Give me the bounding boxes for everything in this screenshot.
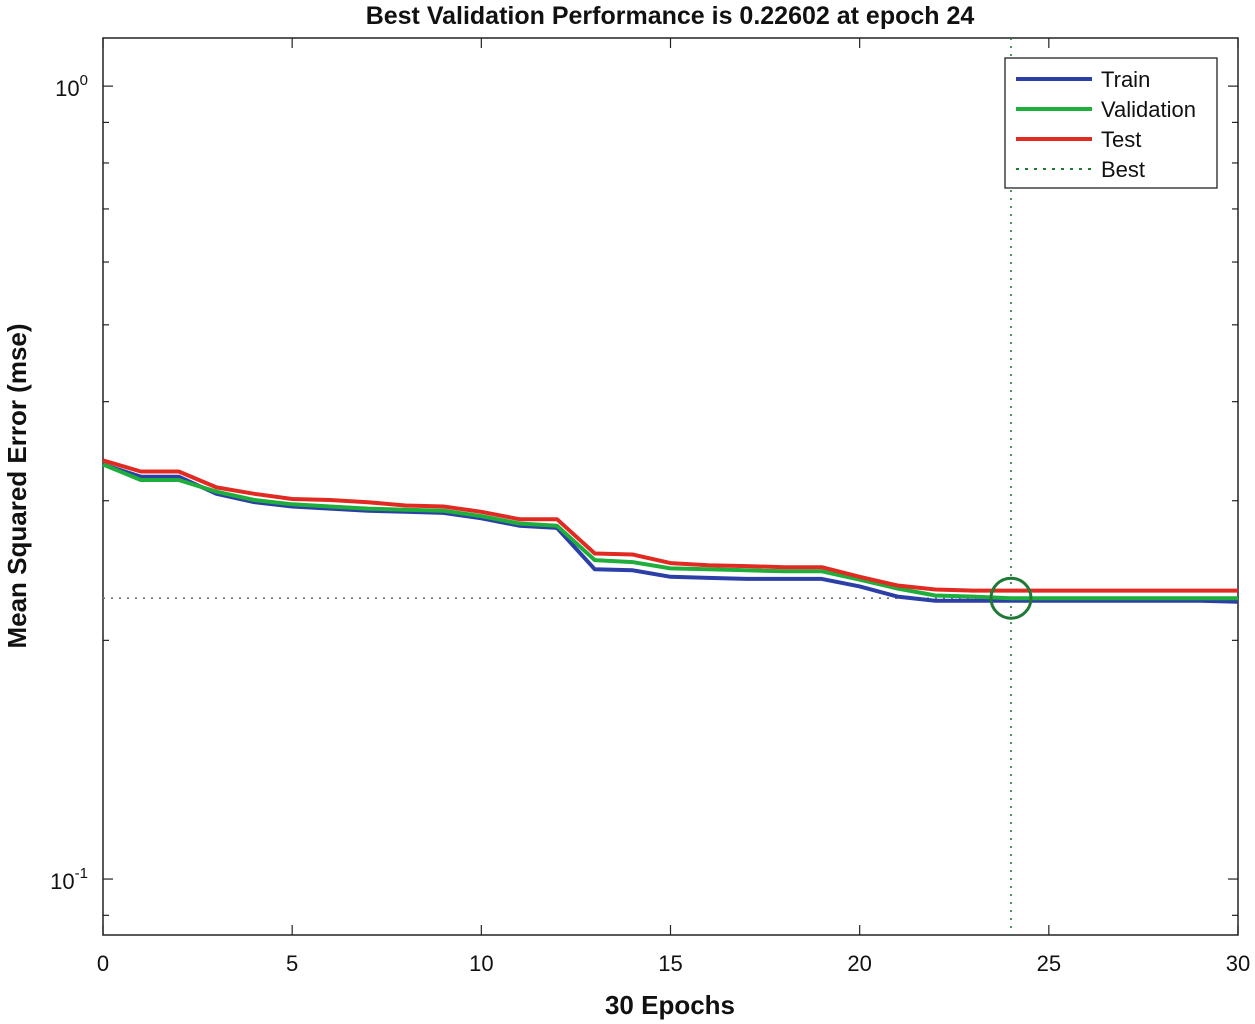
y-tick-label: 10-1 <box>50 865 88 894</box>
y-tick-label: 100 <box>55 72 88 101</box>
y-axis-label: Mean Squared Error (mse) <box>2 323 32 648</box>
x-tick-label: 5 <box>286 951 298 976</box>
chart-title: Best Validation Performance is 0.22602 a… <box>366 2 975 30</box>
series-line-train <box>102 462 1239 604</box>
x-tick-label: 20 <box>847 951 871 976</box>
series-line-validation <box>102 462 1238 601</box>
series-lines <box>102 458 1239 604</box>
best-marker <box>989 576 1033 620</box>
legend-label-best: Best <box>1101 157 1145 182</box>
legend-label-train: Train <box>1101 67 1150 92</box>
x-tick-label: 0 <box>97 951 109 976</box>
legend-label-test: Test <box>1101 127 1141 152</box>
best-marker-group <box>989 576 1033 620</box>
x-tick-label: 30 <box>1226 951 1250 976</box>
legend-label-validation: Validation <box>1101 97 1196 122</box>
x-tick-label: 10 <box>469 951 493 976</box>
series-line-test <box>102 458 1238 593</box>
legend: Train Validation Test Best <box>1004 57 1218 189</box>
axis-ticks: 0 5 10 15 20 25 30 10-1 100 <box>50 38 1250 976</box>
x-tick-label: 15 <box>658 951 682 976</box>
x-axis-label: 30 Epochs <box>605 990 735 1020</box>
x-tick-label: 25 <box>1037 951 1061 976</box>
